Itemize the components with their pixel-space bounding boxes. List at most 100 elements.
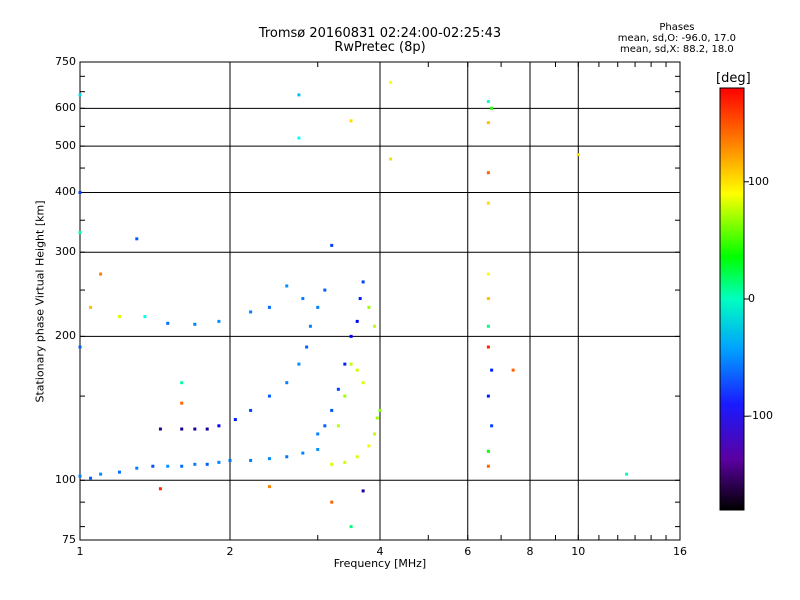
- x-tick-label: 10: [571, 545, 586, 558]
- data-point: [486, 121, 490, 125]
- y-tick-label: 75: [62, 533, 76, 546]
- data-point: [193, 427, 197, 431]
- data-point: [99, 272, 103, 276]
- data-point: [323, 288, 327, 292]
- data-point: [486, 171, 490, 175]
- grid-lines: [80, 62, 680, 540]
- data-point: [305, 345, 309, 349]
- data-point: [361, 280, 365, 284]
- data-point: [135, 466, 139, 470]
- y-tick-label: 400: [55, 185, 76, 199]
- data-point: [99, 472, 103, 476]
- chart-title: Tromsø 20160831 02:24:00-02:25:43: [258, 26, 502, 41]
- data-point: [490, 368, 494, 372]
- data-point: [267, 485, 271, 489]
- data-point: [486, 100, 490, 104]
- y-tick-label: 200: [55, 329, 76, 343]
- data-point: [217, 460, 221, 464]
- data-point: [490, 106, 494, 110]
- data-point: [180, 427, 184, 431]
- data-point: [486, 324, 490, 328]
- data-point: [158, 487, 162, 491]
- data-point: [267, 457, 271, 461]
- data-point: [217, 319, 221, 323]
- data-point: [267, 394, 271, 398]
- data-point: [180, 381, 184, 385]
- data-point: [180, 464, 184, 468]
- data-point: [486, 272, 490, 276]
- x-tick-label: 1: [76, 545, 84, 558]
- data-point: [180, 401, 184, 405]
- data-point: [323, 424, 327, 428]
- data-point: [267, 305, 271, 309]
- data-point: [285, 455, 289, 459]
- colorbar-ticks: [744, 181, 749, 417]
- data-point: [316, 432, 320, 436]
- data-point: [330, 462, 334, 466]
- data-point: [249, 310, 253, 314]
- data-point: [330, 243, 334, 247]
- y-tick-label: 100: [55, 473, 76, 487]
- data-point: [205, 427, 209, 431]
- data-point: [373, 432, 377, 436]
- colorbar-label: [deg]: [716, 71, 751, 86]
- data-point: [308, 324, 312, 328]
- data-point: [486, 297, 490, 301]
- data-point: [78, 345, 82, 349]
- data-point: [297, 93, 301, 97]
- data-point: [486, 394, 490, 398]
- data-point: [373, 324, 377, 328]
- colorbar-tick-label: 0: [748, 292, 755, 305]
- data-point: [78, 93, 82, 97]
- data-point: [297, 362, 301, 366]
- data-point: [249, 408, 253, 412]
- data-point: [330, 408, 334, 412]
- data-point: [78, 230, 82, 234]
- data-point: [316, 447, 320, 451]
- phase-legend-x: mean, sd,X: 88.2, 18.0: [620, 44, 734, 55]
- data-point: [389, 157, 393, 161]
- data-point: [316, 305, 320, 309]
- x-tick-label: 4: [376, 545, 384, 558]
- data-point: [490, 424, 494, 428]
- x-axis-label: Frequency [MHz]: [333, 557, 427, 570]
- data-point: [166, 321, 170, 325]
- data-point: [367, 444, 371, 448]
- y-tick-label: 300: [55, 245, 76, 259]
- data-point: [511, 368, 515, 372]
- phase-legend-o: mean, sd,O: -96.0, 17.0: [617, 33, 736, 44]
- data-point: [301, 297, 305, 301]
- x-tick-label: 16: [673, 545, 687, 558]
- data-point: [355, 455, 359, 459]
- data-point: [576, 153, 580, 157]
- y-tick-label: 750: [55, 55, 76, 68]
- data-point: [135, 237, 139, 241]
- data-point: [117, 315, 121, 319]
- data-point: [89, 305, 93, 309]
- data-point: [297, 136, 301, 140]
- data-point: [486, 345, 490, 349]
- data-point: [330, 500, 334, 504]
- data-point: [625, 472, 629, 476]
- data-point: [228, 458, 232, 462]
- data-point: [193, 322, 197, 326]
- data-point: [355, 368, 359, 372]
- x-tick-label: 2: [226, 545, 234, 558]
- phase-legend-heading: Phases: [659, 22, 695, 33]
- data-point: [143, 315, 147, 319]
- y-tick-label: 500: [55, 139, 76, 153]
- data-point: [389, 80, 393, 84]
- data-point: [158, 427, 162, 431]
- data-point: [117, 470, 121, 474]
- data-point: [349, 525, 353, 529]
- data-point: [205, 462, 209, 466]
- data-point: [336, 387, 340, 391]
- data-point: [89, 476, 93, 480]
- data-point: [486, 449, 490, 453]
- data-point: [151, 464, 155, 468]
- data-point: [349, 334, 353, 338]
- data-point: [343, 460, 347, 464]
- y-tick-label: 600: [55, 101, 76, 115]
- y-axis-label: Stationary phase Virtual Height [km]: [33, 200, 47, 403]
- x-tick-label: 8: [526, 545, 534, 558]
